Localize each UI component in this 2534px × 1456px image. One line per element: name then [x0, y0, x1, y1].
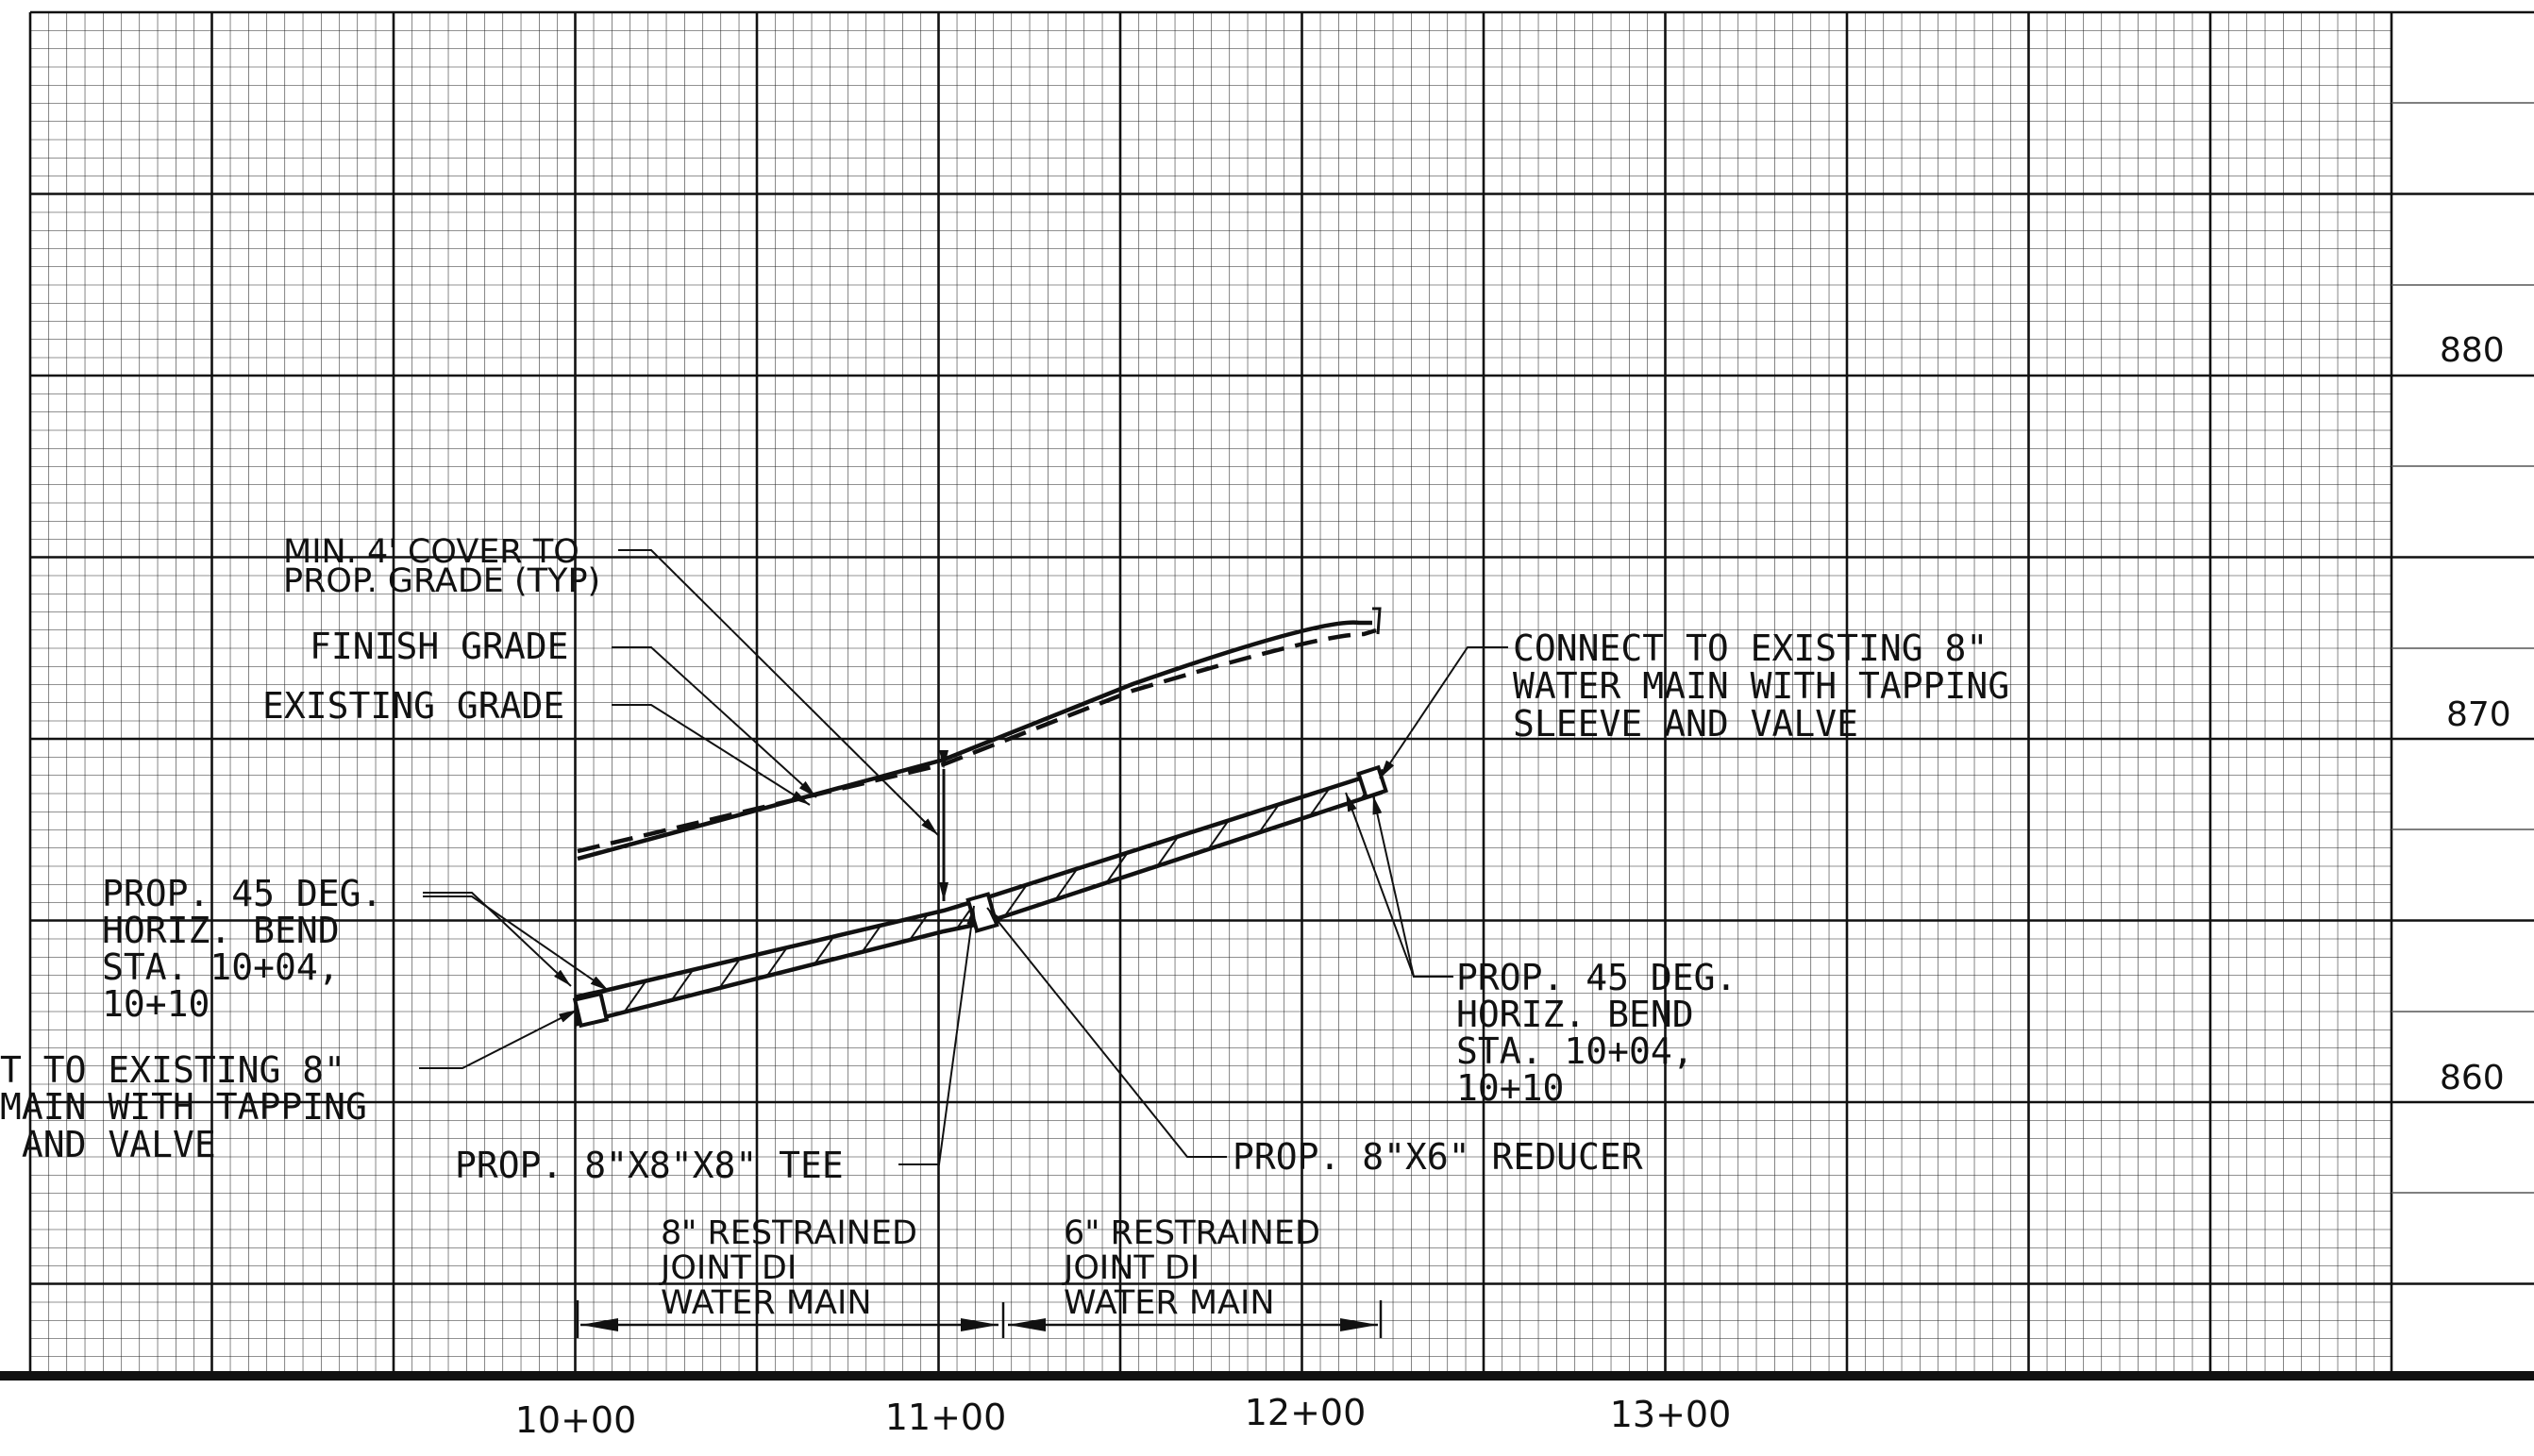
- connect-left-note: T TO EXISTING 8" MAIN WITH TAPPING AND V…: [0, 1049, 367, 1165]
- bend-left-line-2: HORIZ. BEND: [102, 910, 340, 951]
- grade-end-mark: [1372, 607, 1382, 635]
- bend-left-line-3: STA. 10+04,: [102, 946, 340, 988]
- station-labels: 10+00 11+00 12+00 13+00: [515, 1392, 1732, 1441]
- restrained-8-line-2: JOINT DI: [659, 1249, 797, 1287]
- bend-right-note: PROP. 45 DEG. HORIZ. BEND STA. 10+04, 10…: [1456, 957, 1737, 1109]
- tee-label: PROP. 8"X8"X8" TEE: [455, 1145, 844, 1186]
- reducer-label: PROP. 8"X6" REDUCER: [1233, 1136, 1643, 1178]
- elevation-label-870: 870: [2446, 695, 2511, 734]
- restrained-8-line-3: WATER MAIN: [661, 1284, 872, 1322]
- station-label-1300: 13+00: [1610, 1394, 1732, 1435]
- bend-left-line-4: 10+10: [102, 983, 210, 1025]
- right-bend-fitting: [1356, 764, 1388, 800]
- connect-right-line-1: CONNECT TO EXISTING 8": [1513, 628, 1988, 669]
- station-label-1000: 10+00: [515, 1399, 637, 1441]
- existing-grade-label: EXISTING GRADE: [262, 685, 564, 727]
- restrained-6-line-3: WATER MAIN: [1064, 1284, 1275, 1322]
- connect-right-note: CONNECT TO EXISTING 8" WATER MAIN WITH T…: [1513, 628, 2009, 745]
- min-cover-note: MIN. 4' COVER TO PROP. GRADE (TYP): [283, 533, 600, 600]
- bend-right-line-2: HORIZ. BEND: [1456, 994, 1694, 1035]
- bend-left-line-1: PROP. 45 DEG.: [102, 873, 382, 914]
- elevation-label-880: 880: [2440, 331, 2505, 370]
- annotations: MIN. 4' COVER TO PROP. GRADE (TYP) FINIS…: [0, 533, 2009, 1322]
- restrained-6-note: 6" RESTRAINED JOINT DI WATER MAIN: [1062, 1214, 1320, 1322]
- connect-left-line-3: AND VALVE: [0, 1124, 216, 1165]
- finish-grade-label: FINISH GRADE: [310, 626, 569, 667]
- connect-left-line-1: T TO EXISTING 8": [0, 1049, 345, 1091]
- existing-grade-line: [577, 628, 1377, 854]
- base-line: [0, 1371, 2534, 1381]
- bend-right-line-4: 10+10: [1456, 1067, 1564, 1109]
- restrained-6-line-2: JOINT DI: [1062, 1249, 1200, 1287]
- bend-left-note: PROP. 45 DEG. HORIZ. BEND STA. 10+04, 10…: [102, 873, 382, 1025]
- restrained-6-line-1: 6" RESTRAINED: [1064, 1214, 1320, 1252]
- restrained-8-line-1: 8" RESTRAINED: [661, 1214, 917, 1252]
- restrained-8-note: 8" RESTRAINED JOINT DI WATER MAIN: [659, 1214, 917, 1322]
- grid: [28, 10, 2534, 1371]
- restrained-joint-dimension: [576, 1300, 1383, 1338]
- leader-lines: [419, 549, 1508, 1165]
- connect-right-line-3: SLEEVE AND VALVE: [1513, 703, 1858, 745]
- station-label-1200: 12+00: [1245, 1392, 1367, 1433]
- left-bend-fitting: [572, 991, 610, 1029]
- station-label-1100: 11+00: [885, 1397, 1007, 1438]
- elevation-label-860: 860: [2440, 1059, 2505, 1097]
- bend-right-line-3: STA. 10+04,: [1456, 1030, 1694, 1072]
- bend-right-line-1: PROP. 45 DEG.: [1456, 957, 1737, 998]
- connect-right-line-2: WATER MAIN WITH TAPPING: [1513, 665, 2009, 707]
- finish-grade-line: [577, 620, 1372, 862]
- min-cover-note-line-1: MIN. 4' COVER TO: [283, 533, 579, 571]
- min-cover-note-line-2: PROP. GRADE (TYP): [283, 562, 600, 600]
- connect-left-line-2: MAIN WITH TAPPING: [0, 1086, 367, 1128]
- elevation-labels: 880 870 860: [2440, 331, 2511, 1097]
